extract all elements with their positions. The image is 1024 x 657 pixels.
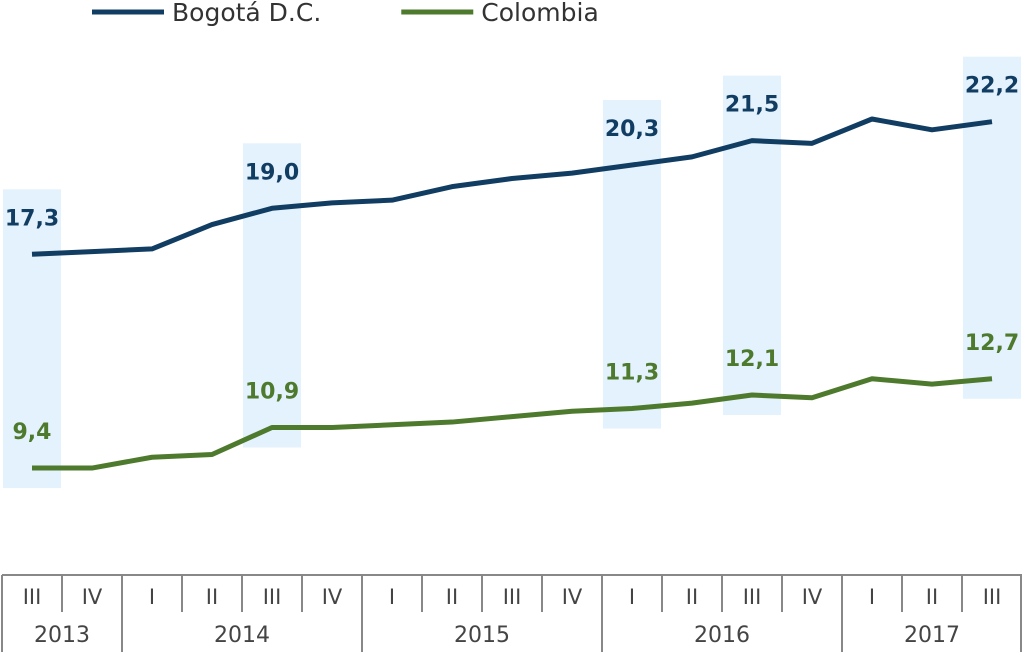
x-tick-label: III [503,585,522,609]
value-label: 20,3 [605,117,659,142]
x-tick-label: I [149,585,155,609]
x-tick-label: III [983,585,1002,609]
highlight-band [3,189,61,489]
value-label: 10,9 [245,379,299,404]
x-tick-label: IV [802,585,823,609]
x-tick-label: I [869,585,875,609]
x-tick-label: II [686,585,698,609]
highlight-band [603,100,661,429]
x-tick-label: II [206,585,218,609]
x-group-label: 2017 [904,623,960,648]
value-label: 17,3 [5,206,59,231]
series-line [31,116,993,257]
x-tick-label: III [23,585,42,609]
value-label: 12,1 [725,347,779,372]
x-tick-label: I [629,585,635,609]
highlight-band [723,75,781,415]
x-group-label: 2013 [34,623,90,648]
x-tick-label: II [446,585,458,609]
value-label: 21,5 [725,93,779,118]
value-label: 12,7 [965,331,1019,356]
legend-label: Colombia [481,0,598,27]
highlight-band [243,143,301,448]
value-label: 9,4 [13,420,52,445]
highlight-band [963,56,1021,399]
x-group-label: 2014 [214,623,270,648]
series-line [32,376,993,471]
x-tick-label: III [743,585,762,609]
value-label: 22,2 [965,74,1019,99]
x-group-label: 2015 [454,623,510,648]
x-tick-label: III [263,585,282,609]
x-tick-label: II [926,585,938,609]
x-tick-label: IV [82,585,103,609]
x-tick-label: I [389,585,395,609]
x-group-label: 2016 [694,623,750,648]
legend-label: Bogotá D.C. [172,0,321,27]
x-tick-label: IV [562,585,583,609]
x-tick-label: IV [322,585,343,609]
value-label: 11,3 [605,361,659,386]
value-label: 19,0 [245,160,299,185]
